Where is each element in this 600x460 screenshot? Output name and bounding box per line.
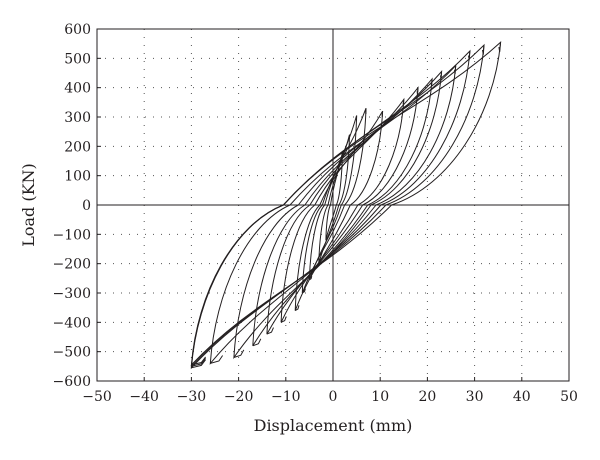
y-tick-label: −600 — [53, 374, 91, 390]
x-tick-label: −40 — [129, 389, 159, 405]
y-tick-label: 200 — [64, 139, 91, 155]
peak-serration-pos — [468, 50, 471, 61]
peak-serration-neg — [191, 357, 206, 367]
y-tick-label: 600 — [64, 22, 91, 38]
y-tick-label: −400 — [53, 315, 91, 331]
y-tick-label: −300 — [53, 286, 91, 302]
y-tick-label: −500 — [53, 345, 91, 361]
y-tick-label: 300 — [64, 110, 91, 126]
peak-serration-neg — [252, 338, 262, 347]
peak-serration-neg — [309, 275, 313, 281]
peak-serration-neg — [294, 305, 300, 312]
hysteresis-loop-11 — [190, 49, 471, 370]
peak-serration-neg — [280, 316, 287, 323]
x-tick-label: 0 — [329, 389, 338, 405]
x-tick-label: 40 — [513, 389, 531, 405]
zero-lines — [97, 29, 569, 381]
peak-serration-pos — [440, 71, 443, 80]
y-tick-label: −200 — [53, 257, 91, 273]
peak-serration-neg — [191, 359, 206, 369]
peak-serration-pos — [381, 111, 384, 117]
y-tick-label: −100 — [53, 227, 91, 243]
hysteresis-loop-12 — [190, 43, 485, 368]
y-tick-label: 0 — [82, 198, 91, 214]
x-tick-label: −30 — [177, 389, 207, 405]
x-tick-label: 30 — [466, 389, 484, 405]
x-tick-label: 10 — [371, 389, 389, 405]
peak-serration-neg — [191, 356, 206, 366]
x-tick-labels: −50 −40 −30 −20 −10 0 10 20 30 40 50 — [82, 389, 578, 405]
x-tick-label: 20 — [418, 389, 436, 405]
peak-serration-pos — [498, 42, 502, 53]
hysteresis-loop-8 — [252, 77, 433, 347]
hysteresis-loop-4 — [301, 108, 367, 294]
x-tick-label: −20 — [224, 389, 254, 405]
tick-marks — [96, 28, 570, 382]
y-tick-label: 400 — [64, 81, 91, 97]
y-tick-label: 500 — [64, 51, 91, 67]
peak-serration-neg — [233, 349, 245, 358]
peak-serration-neg — [266, 327, 274, 335]
x-axis-label: Displacement (mm) — [254, 416, 413, 435]
peak-serration-pos — [482, 45, 485, 55]
y-tick-label: 100 — [64, 169, 91, 185]
x-tick-label: 50 — [560, 389, 578, 405]
x-tick-label: −50 — [82, 389, 112, 405]
peak-serration-neg — [210, 355, 224, 364]
x-tick-label: −10 — [271, 389, 301, 405]
y-tick-labels: 600 500 400 300 200 100 0 −100 −200 −300 −400 −500 −… — [53, 22, 91, 390]
y-axis-label: Load (KN) — [19, 163, 38, 247]
